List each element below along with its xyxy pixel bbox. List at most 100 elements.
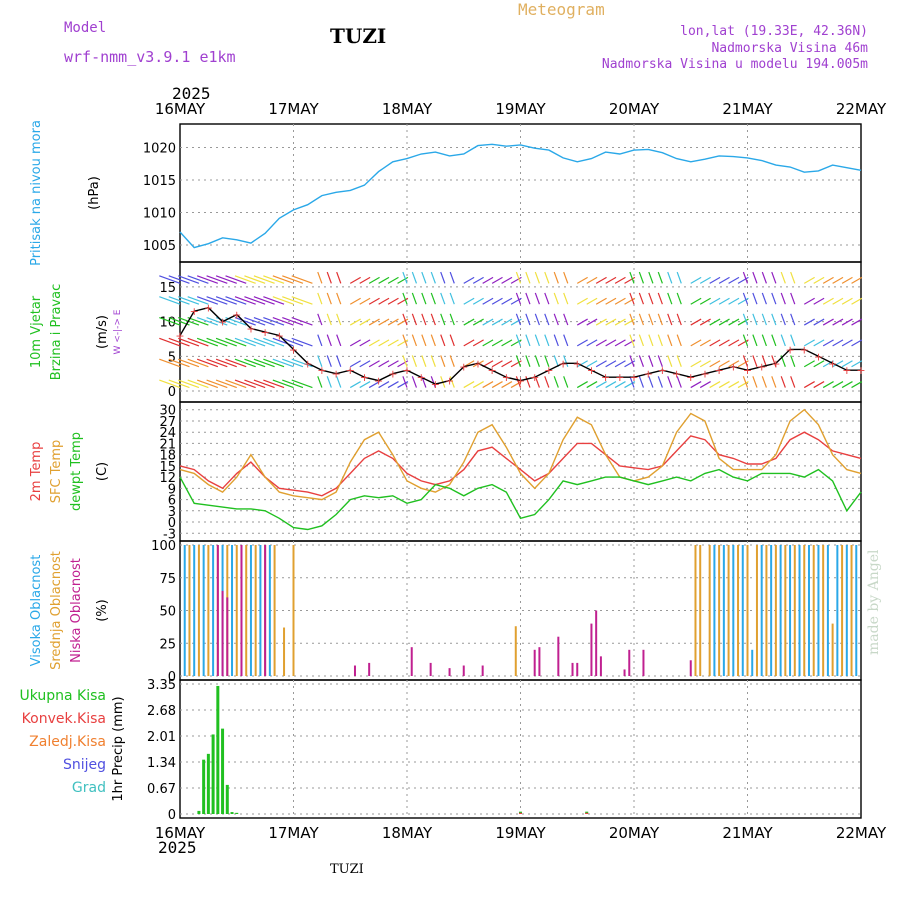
y-tick-label: 1020 — [143, 142, 176, 157]
x-date-bottom-label: 20MAY — [609, 824, 660, 842]
wind-barb-mark — [368, 276, 380, 284]
y-tick-label: 1005 — [143, 239, 176, 254]
bar-cloud-niska-oblacnost — [410, 647, 413, 676]
wind-barb-mark — [187, 296, 209, 305]
wind-barb-mark — [709, 318, 721, 326]
wind-barb-mark — [790, 271, 796, 284]
wind-barb-mark — [510, 318, 522, 326]
wind-barb-mark — [553, 292, 559, 305]
wind-barb-mark — [657, 292, 663, 305]
wind-barb-mark — [244, 379, 266, 389]
wind-barb-mark — [822, 276, 834, 284]
wind-barb-mark — [576, 360, 588, 368]
wind-barb-mark — [501, 318, 513, 326]
wind-barb-mark — [282, 316, 304, 326]
model-label: Model — [64, 20, 107, 36]
wind-barb-mark — [368, 318, 380, 326]
wind-barb-mark — [272, 296, 294, 305]
bar-cloud-visoka-oblacnost — [817, 545, 820, 676]
wind-speed-marker: + — [601, 371, 610, 384]
bar-cloud-visoka-oblacnost — [268, 545, 271, 676]
wind-barb-mark — [336, 271, 342, 284]
precip-legend-label: Grad — [72, 780, 106, 796]
wind-barb-mark — [472, 276, 484, 284]
wind-barb-mark — [667, 334, 673, 347]
wind-barb-mark — [728, 360, 740, 368]
wind-barb-mark — [657, 271, 663, 284]
wind-barb-mark — [291, 358, 313, 368]
wind-barb-mark — [709, 276, 721, 284]
elevation-label: Nadmorska Visina 46m — [711, 41, 868, 56]
bar-cloud-srednja-oblacnost — [793, 545, 796, 676]
wind-barb-mark — [638, 271, 645, 284]
wind-barb-mark — [813, 360, 825, 368]
wind-barb-mark — [534, 292, 540, 305]
wind-barb-mark — [709, 360, 721, 368]
wind-barb-mark — [851, 381, 863, 389]
bar-precip-ukupna-kisa — [235, 812, 239, 814]
wind-barb-mark — [397, 318, 409, 326]
wind-barb-mark — [359, 318, 371, 326]
wind-barb-mark — [196, 296, 219, 305]
wind-barb-mark — [790, 355, 796, 367]
bar-cloud-srednja-oblacnost — [831, 623, 834, 676]
wind-barb-mark — [326, 271, 332, 284]
wind-barb-mark — [822, 381, 834, 389]
wind-barb-mark — [168, 379, 190, 389]
wind-barb-mark — [411, 292, 418, 305]
wind-barb-mark — [349, 381, 361, 389]
wind-barb-mark — [317, 376, 323, 388]
bar-cloud-srednja-oblacnost — [822, 545, 825, 676]
wind-barb-mark — [359, 297, 371, 305]
wind-barb-mark — [525, 292, 531, 305]
wind-barb-mark — [742, 334, 749, 347]
wind-barb-mark — [225, 358, 247, 368]
panel-label-temperature: SFC Temp — [49, 440, 64, 504]
wind-barb-mark — [841, 360, 853, 368]
wind-barb-mark — [586, 339, 598, 347]
bar-cloud-visoka-oblacnost — [760, 545, 763, 676]
y-tick-label: 1.34 — [147, 756, 176, 771]
wind-speed-marker: + — [402, 364, 411, 377]
wind-barb-mark — [463, 381, 475, 389]
wind-barb-mark — [187, 337, 209, 347]
wind-barb-mark — [225, 379, 247, 389]
wind-barb-mark — [624, 381, 636, 389]
wind-barb-mark — [648, 271, 654, 284]
wind-barb-mark — [244, 316, 266, 326]
y-tick-label: 0 — [168, 670, 176, 685]
wind-speed-marker: + — [445, 375, 454, 388]
wind-barb-mark — [813, 297, 825, 305]
wind-barb-mark — [822, 318, 834, 326]
wind-barb-mark — [263, 379, 285, 389]
wind-barb-mark — [378, 339, 390, 347]
wind-barb-mark — [553, 355, 559, 367]
wind-barb-mark — [638, 355, 645, 367]
precip-legend-label: Ukupna Kisa — [19, 688, 106, 704]
wind-barb-mark — [378, 297, 390, 305]
wind-barb-mark — [709, 297, 721, 305]
bar-cloud-visoka-oblacnost — [722, 545, 725, 676]
bar-cloud-niska-oblacnost — [368, 662, 371, 676]
wind-barb-mark — [718, 339, 730, 347]
wind-barb-mark — [629, 376, 635, 388]
wind-barb-mark — [803, 360, 815, 368]
bar-cloud-niska-oblacnost — [557, 636, 560, 676]
wind-barb-mark — [387, 318, 399, 326]
wind-barb-mark — [690, 360, 702, 368]
y-tick-label: 1015 — [143, 174, 176, 189]
wind-barb-mark — [525, 376, 531, 388]
bar-cloud-srednja-oblacnost — [514, 626, 517, 676]
wind-speed-marker: + — [629, 371, 638, 384]
panel-unit-temperature: (C) — [95, 462, 110, 481]
wind-barb-mark — [359, 381, 371, 389]
bar-cloud-srednja-oblacnost — [254, 545, 257, 676]
wind-speed-marker: + — [502, 371, 511, 384]
wind-barb-mark — [790, 313, 796, 326]
wind-barb-mark — [614, 318, 626, 326]
wind-barb-mark — [667, 271, 673, 284]
wind-barb-mark — [349, 318, 361, 326]
panel-unit-pressure: (hPa) — [87, 176, 102, 210]
bar-cloud-srednja-oblacnost — [803, 545, 806, 676]
bar-cloud-niska-oblacnost — [353, 665, 356, 676]
